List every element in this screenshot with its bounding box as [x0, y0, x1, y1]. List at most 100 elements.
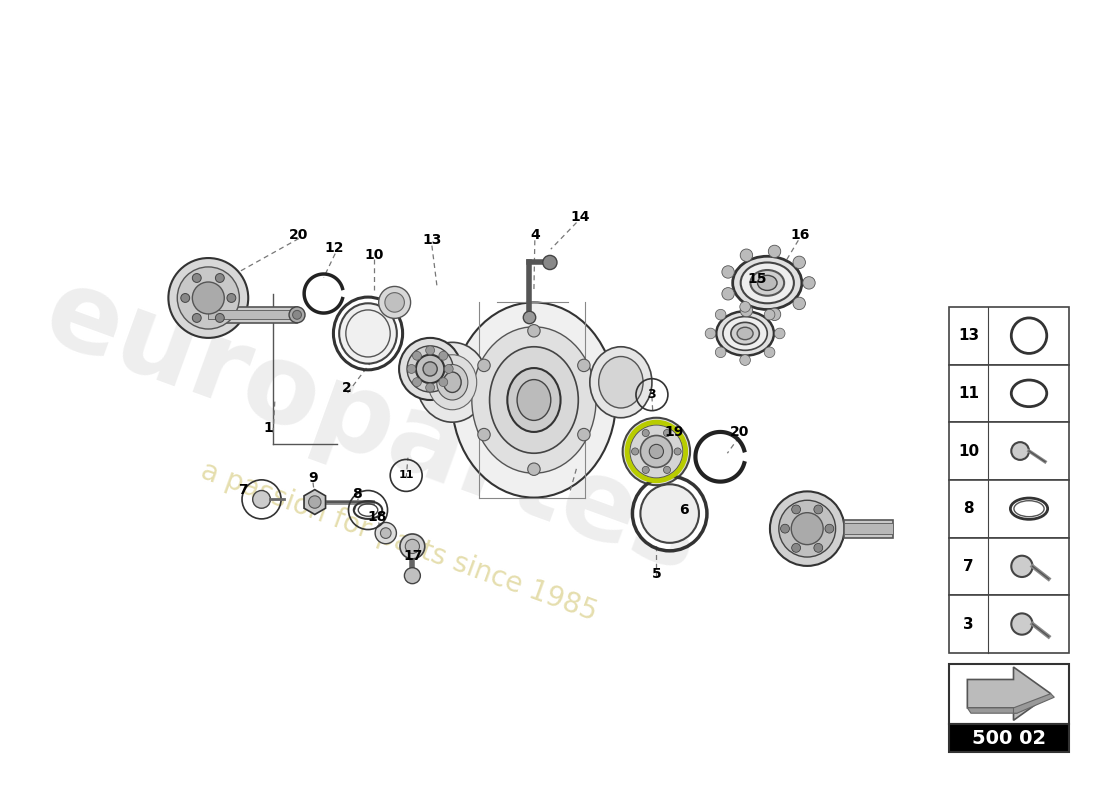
- Ellipse shape: [750, 270, 784, 296]
- Ellipse shape: [758, 275, 777, 290]
- Text: 1: 1: [264, 421, 274, 434]
- Circle shape: [378, 286, 410, 318]
- Circle shape: [477, 428, 491, 441]
- Circle shape: [253, 490, 271, 508]
- Ellipse shape: [452, 302, 616, 498]
- Circle shape: [774, 328, 785, 338]
- Ellipse shape: [733, 256, 802, 310]
- Circle shape: [542, 255, 557, 270]
- Circle shape: [764, 310, 774, 320]
- Text: a passion for parts since 1985: a passion for parts since 1985: [197, 457, 601, 627]
- Circle shape: [792, 505, 801, 514]
- Circle shape: [792, 543, 801, 552]
- Circle shape: [649, 444, 663, 458]
- Ellipse shape: [598, 357, 644, 408]
- Circle shape: [578, 359, 590, 372]
- Circle shape: [722, 287, 735, 300]
- Circle shape: [740, 354, 750, 366]
- Circle shape: [793, 298, 805, 310]
- Circle shape: [1011, 614, 1033, 634]
- Circle shape: [412, 378, 421, 386]
- Circle shape: [715, 347, 726, 358]
- Circle shape: [640, 435, 672, 467]
- Text: 8: 8: [352, 487, 362, 501]
- Text: 10: 10: [958, 443, 979, 458]
- Bar: [208, 307, 297, 323]
- Circle shape: [642, 430, 649, 437]
- Circle shape: [768, 308, 781, 321]
- Text: 12: 12: [324, 242, 344, 255]
- Text: 7: 7: [964, 559, 974, 574]
- Circle shape: [1011, 442, 1028, 460]
- Circle shape: [375, 522, 396, 544]
- Text: 7: 7: [238, 483, 248, 498]
- Ellipse shape: [737, 327, 754, 340]
- Circle shape: [779, 500, 836, 557]
- Circle shape: [524, 311, 536, 324]
- Circle shape: [578, 428, 590, 441]
- Ellipse shape: [428, 354, 476, 410]
- Circle shape: [439, 378, 448, 386]
- Bar: [208, 310, 297, 319]
- Text: 13: 13: [958, 328, 979, 343]
- Circle shape: [426, 346, 434, 354]
- Bar: [949, 724, 1069, 752]
- Polygon shape: [1013, 694, 1054, 713]
- Text: 10: 10: [364, 248, 384, 262]
- Circle shape: [405, 568, 420, 584]
- Ellipse shape: [339, 303, 397, 364]
- Circle shape: [385, 293, 405, 312]
- Text: 17: 17: [404, 549, 424, 563]
- Circle shape: [663, 430, 671, 437]
- Text: 4: 4: [530, 228, 540, 242]
- Ellipse shape: [590, 346, 652, 418]
- Text: 3: 3: [648, 388, 657, 401]
- Circle shape: [528, 325, 540, 337]
- Circle shape: [722, 266, 735, 278]
- Text: 19: 19: [664, 425, 684, 439]
- Text: europartes: europartes: [30, 258, 715, 595]
- Circle shape: [640, 484, 698, 543]
- Circle shape: [793, 256, 805, 269]
- Ellipse shape: [437, 365, 468, 400]
- Circle shape: [631, 448, 639, 455]
- Circle shape: [770, 491, 845, 566]
- Circle shape: [192, 274, 201, 282]
- Text: 9: 9: [308, 471, 318, 485]
- Text: 2: 2: [342, 381, 352, 394]
- Ellipse shape: [730, 322, 759, 345]
- Ellipse shape: [443, 372, 461, 393]
- Text: 11: 11: [398, 470, 414, 481]
- Circle shape: [439, 351, 448, 360]
- Circle shape: [192, 282, 224, 314]
- Ellipse shape: [417, 342, 487, 422]
- Circle shape: [768, 246, 781, 258]
- Circle shape: [814, 505, 823, 514]
- Text: 8: 8: [964, 501, 974, 516]
- Circle shape: [289, 307, 305, 323]
- Circle shape: [791, 513, 823, 545]
- Circle shape: [168, 258, 249, 338]
- Bar: [845, 520, 893, 538]
- Bar: [949, 365, 1069, 422]
- Circle shape: [663, 466, 671, 474]
- Text: 13: 13: [422, 234, 441, 247]
- Circle shape: [177, 267, 240, 329]
- Circle shape: [674, 448, 681, 455]
- Bar: [949, 422, 1069, 480]
- Ellipse shape: [507, 368, 561, 432]
- Ellipse shape: [472, 327, 596, 473]
- Circle shape: [424, 362, 437, 376]
- Circle shape: [715, 310, 726, 320]
- Bar: [949, 595, 1069, 653]
- Circle shape: [407, 365, 416, 374]
- Ellipse shape: [490, 346, 579, 454]
- Polygon shape: [304, 490, 326, 514]
- Circle shape: [630, 425, 683, 478]
- Circle shape: [407, 346, 453, 392]
- Circle shape: [740, 249, 752, 262]
- Circle shape: [444, 365, 453, 374]
- Ellipse shape: [740, 262, 794, 303]
- Bar: [949, 480, 1069, 538]
- Text: 18: 18: [367, 510, 386, 524]
